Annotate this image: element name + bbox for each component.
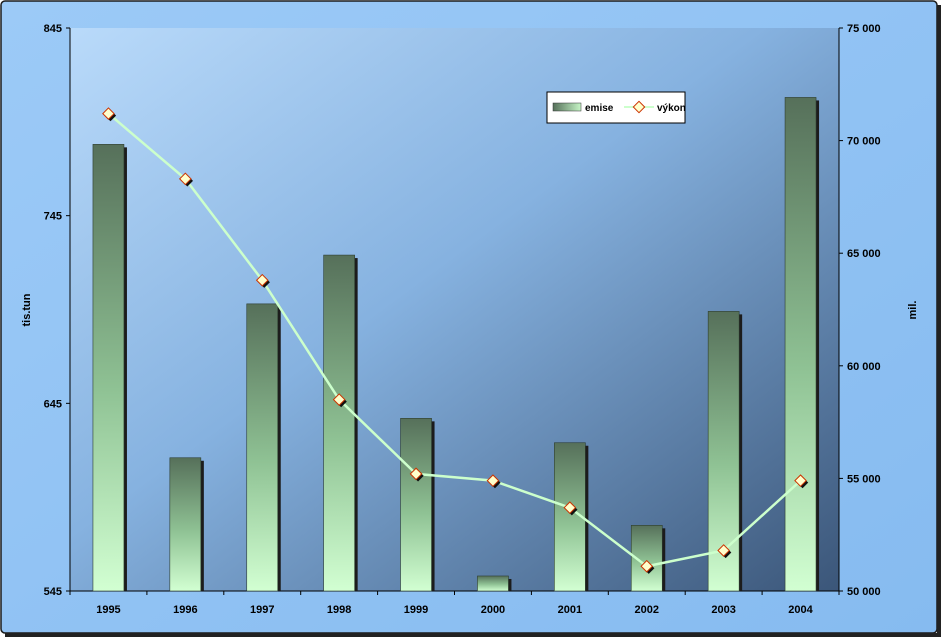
point-vykon-1998 <box>332 393 346 406</box>
right-tick-label-3: 60 000 <box>847 361 881 373</box>
line-series-vykon <box>102 107 809 574</box>
bar-emise-1995 <box>92 144 125 592</box>
x-tick-label-1999: 1999 <box>404 604 428 616</box>
right-axis-title: mil. <box>907 301 919 320</box>
bar-emise-1996 <box>169 457 202 592</box>
right-tick-label-5: 50 000 <box>847 586 881 598</box>
left-axis-ticks: 845 745 645 545 <box>44 23 70 598</box>
bar-emise-2004 <box>784 97 817 592</box>
point-vykon-1999 <box>409 467 423 481</box>
bar-emise-1998 <box>323 254 355 592</box>
x-tick-label-1995: 1995 <box>96 604 120 616</box>
point-vykon-1997 <box>255 273 269 287</box>
right-tick-label-4: 55 000 <box>847 473 881 485</box>
left-tick-label-545: 545 <box>44 586 62 598</box>
outer-shadow-bottom <box>5 633 941 637</box>
point-vykon-2001 <box>563 501 577 515</box>
right-tick-label-1: 70 000 <box>847 136 881 148</box>
left-tick-label-845: 845 <box>44 23 62 35</box>
right-tick-label-2: 65 000 <box>847 248 881 260</box>
point-vykon-1996 <box>178 172 192 186</box>
x-tick-label-2004: 2004 <box>788 604 813 616</box>
legend-vykon-marker <box>632 100 646 114</box>
x-tick-label-2001: 2001 <box>558 604 582 616</box>
outer-shadow-right <box>937 5 941 637</box>
x-tick-label-2002: 2002 <box>635 604 659 616</box>
right-tick-label-0: 75 000 <box>847 23 881 35</box>
legend-vykon-label: výkon <box>657 103 686 114</box>
bar-emise-1997 <box>246 303 279 592</box>
legend-emise-swatch <box>552 102 582 112</box>
x-tick-label-1998: 1998 <box>327 604 351 616</box>
point-vykon-2003 <box>717 544 731 557</box>
x-tick-label-2000: 2000 <box>481 604 505 616</box>
legend-emise-label: emise <box>585 103 614 114</box>
bar-emise-1999 <box>400 418 432 592</box>
bar-series-emise <box>92 97 820 592</box>
x-tick-label-2003: 2003 <box>711 604 735 616</box>
left-tick-label-745: 745 <box>44 211 62 223</box>
point-vykon-1995 <box>102 107 115 120</box>
point-vykon-2000 <box>486 474 500 488</box>
bar-emise-2000 <box>477 575 509 592</box>
x-axis-ticks: 1995 1996 1997 1998 1999 2000 2001 2002 2003 2004 <box>69 591 840 616</box>
point-vykon-2002 <box>640 559 654 573</box>
left-tick-label-645: 645 <box>44 398 62 410</box>
left-axis-title: tis.tun <box>21 293 33 326</box>
x-tick-label-1997: 1997 <box>250 604 274 616</box>
point-vykon-2004 <box>794 474 807 488</box>
right-axis-ticks: 75 000 70 000 65 000 60 000 55 000 50 000 <box>839 23 881 598</box>
line-vykon-path <box>107 112 802 568</box>
x-tick-label-1996: 1996 <box>173 604 197 616</box>
legend: emise výkon <box>546 91 686 124</box>
